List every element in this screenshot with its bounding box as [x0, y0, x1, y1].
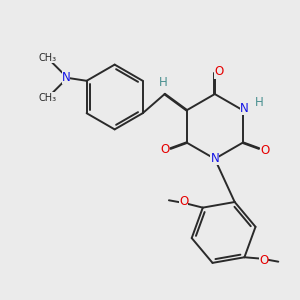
Text: CH₃: CH₃ — [39, 53, 57, 63]
Text: N: N — [210, 152, 219, 165]
Text: N: N — [61, 71, 70, 84]
Text: O: O — [260, 143, 269, 157]
Text: O: O — [214, 65, 224, 79]
Text: CH₃: CH₃ — [39, 93, 57, 103]
Text: O: O — [179, 195, 188, 208]
Text: H: H — [255, 96, 263, 110]
Text: H: H — [159, 76, 167, 89]
Text: O: O — [160, 143, 169, 157]
Text: N: N — [240, 102, 249, 115]
Text: O: O — [259, 254, 268, 267]
